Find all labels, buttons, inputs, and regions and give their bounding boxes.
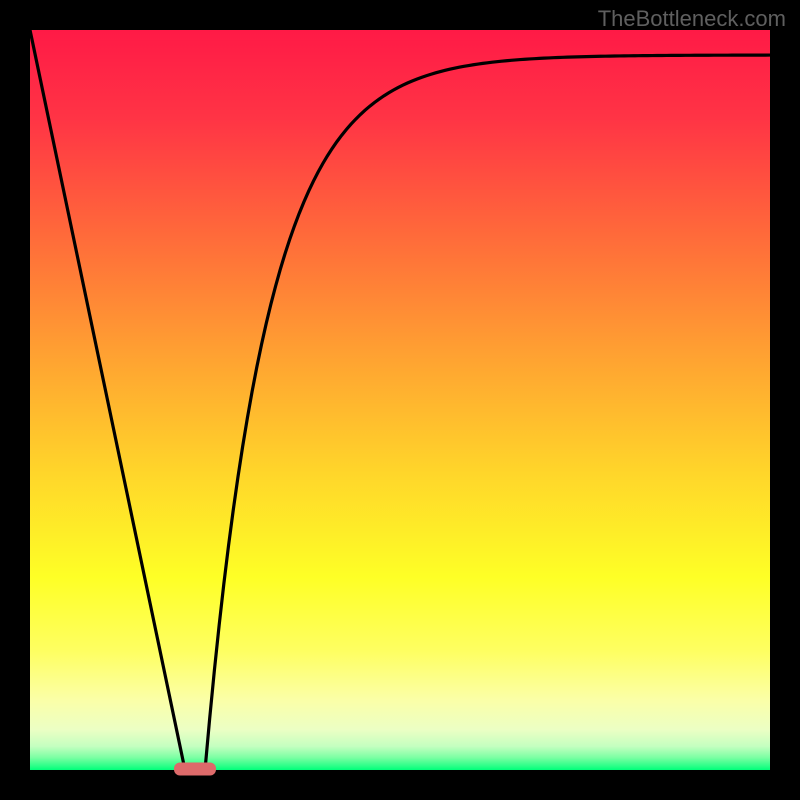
gradient-background (30, 30, 770, 770)
bottleneck-marker (174, 763, 216, 776)
bottleneck-chart-svg (0, 0, 800, 800)
chart-wrapper: TheBottleneck.com (0, 0, 800, 800)
plot-container (0, 0, 800, 800)
watermark-text: TheBottleneck.com (598, 6, 786, 32)
